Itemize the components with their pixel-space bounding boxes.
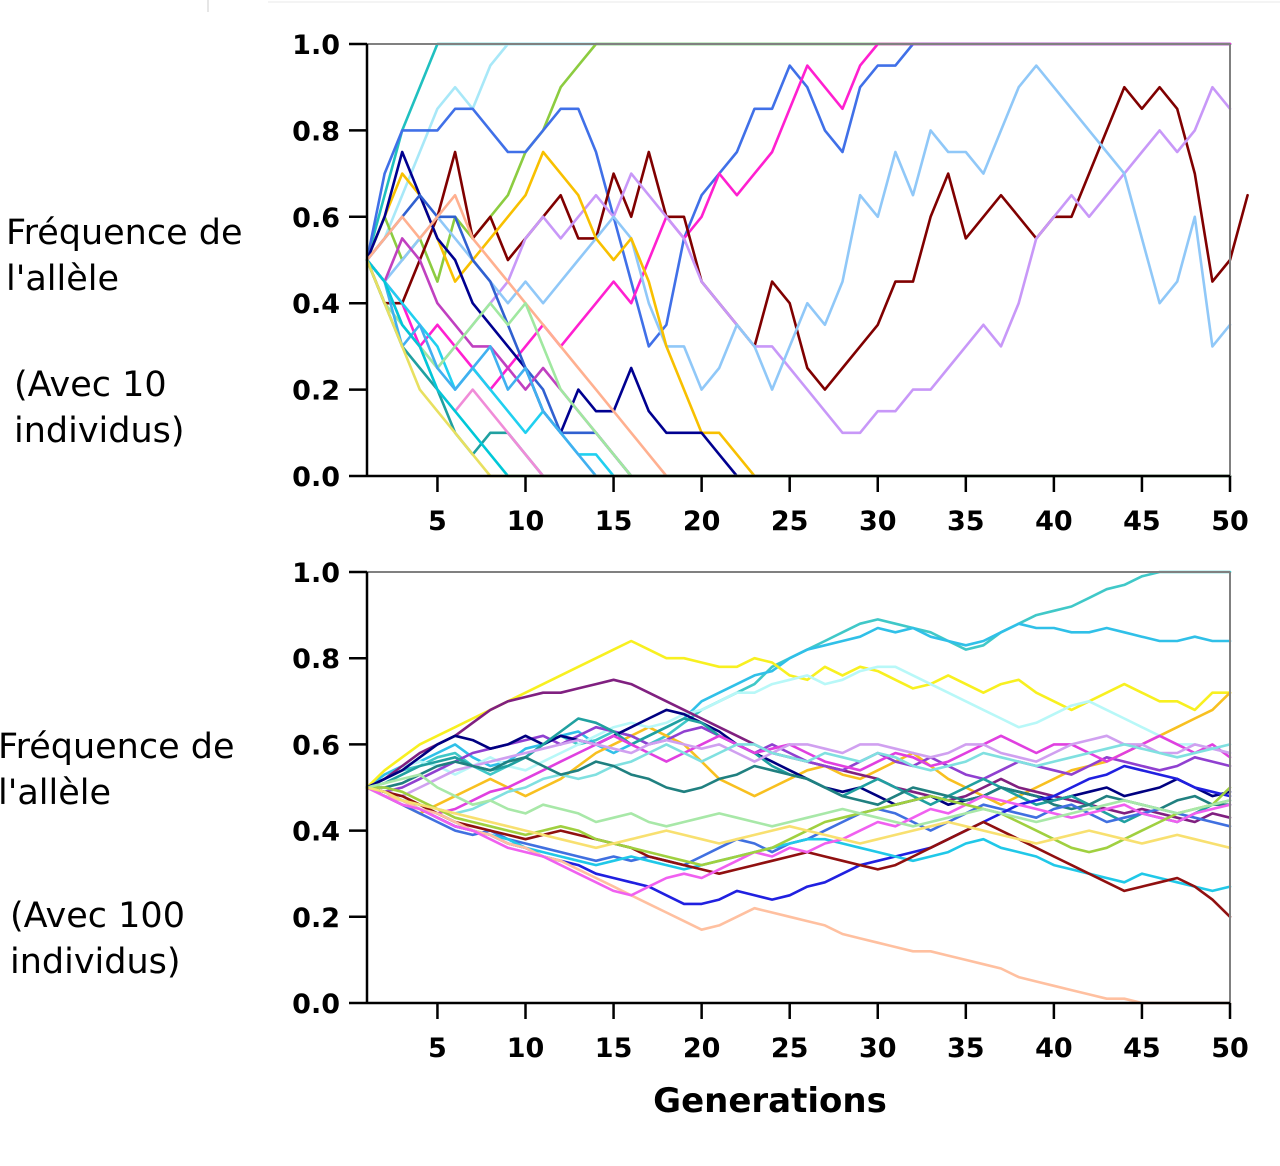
x-tick-label: 20 [683,1033,721,1064]
bottom-y-axis-label-line-2: l'allèle [0,773,112,813]
x-tick-label: 50 [1211,1033,1249,1064]
top-y-axis-label-line-2: l'allèle [6,259,120,299]
x-tick-label: 30 [859,1033,897,1064]
x-tick-label: 50 [1211,506,1249,537]
series-line-1 [365,570,1232,789]
y-tick-label: 0.6 [292,203,340,234]
x-axis-label: Generations [653,1081,887,1121]
top-population-note-line-1: (Avec 10 [14,365,167,405]
axes: 0.0 0.2 0.4 0.6 0.8 1.0 5 10 15 20 25 30 35 40 45 50 [292,558,1249,1064]
x-tick-label: 10 [507,1033,545,1064]
series-line-14 [365,258,1232,478]
x-tick-label: 20 [683,506,721,537]
x-tick-label: 35 [947,506,985,537]
series-line-8 [365,708,1232,807]
chart-panel-100-individuals: 0.0 0.2 0.4 0.6 0.8 1.0 5 10 15 20 25 30 35 40 45 50 [292,558,1249,1064]
y-tick-label: 1.0 [292,558,340,589]
y-tick-label: 0.0 [292,462,340,493]
axes: 0.0 0.2 0.4 0.6 0.8 1.0 5 10 15 20 25 30 35 40 45 50 [292,30,1249,537]
y-tick-label: 0.2 [292,903,340,934]
series-layer [365,570,1232,1005]
x-tick-label: 25 [771,1033,809,1064]
y-tick-label: 1.0 [292,30,340,61]
series-line-10 [365,150,1232,478]
x-tick-label: 5 [428,506,447,537]
chart-panel-10-individuals: 0.0 0.2 0.4 0.6 0.8 1.0 5 10 15 20 25 30 35 40 45 50 [292,30,1249,537]
x-tick-label: 45 [1123,506,1161,537]
x-tick-label: 5 [428,1033,447,1064]
bottom-y-axis-label: Fréquence de l'allèle [0,724,235,816]
top-y-axis-label: Fréquence de l'allèle [6,210,243,302]
top-population-note: (Avec 10 individus) [14,362,185,454]
y-tick-label: 0.8 [292,116,340,147]
series-layer [365,42,1249,478]
y-tick-label: 0.4 [292,817,340,848]
x-tick-label: 15 [595,1033,633,1064]
x-tick-label: 45 [1123,1033,1161,1064]
series-line-19 [365,258,1232,478]
series-line-15 [365,258,1232,478]
x-tick-label: 25 [771,506,809,537]
x-tick-label: 40 [1035,506,1073,537]
series-line-4 [365,691,1232,815]
series-line-11 [365,734,1232,798]
series-line-5 [365,665,1232,789]
bottom-population-note-line-2: individus) [10,942,181,982]
bottom-population-note: (Avec 100 individus) [10,893,185,985]
series-line-10 [365,734,1232,815]
x-tick-label: 30 [859,506,897,537]
series-line-21 [365,773,1232,828]
y-tick-label: 0.0 [292,989,340,1020]
x-tick-label: 35 [947,1033,985,1064]
series-line-13 [365,755,1232,811]
series-line-20 [365,786,1232,867]
series-line-17 [365,258,1232,478]
x-tick-label: 10 [507,506,545,537]
series-line-20 [365,258,1232,478]
bottom-population-note-line-1: (Avec 100 [10,896,185,936]
series-line-7 [365,85,1232,435]
y-tick-label: 0.8 [292,644,340,675]
series-line-16 [365,258,1232,478]
series-line-8 [365,64,1232,391]
y-tick-label: 0.4 [292,289,340,320]
x-tick-label: 40 [1035,1033,1073,1064]
series-line-2 [365,622,1232,789]
series-line-17 [365,786,1232,919]
top-population-note-line-2: individus) [14,411,185,451]
bottom-y-axis-label-line-1: Fréquence de [0,727,235,767]
series-line-22 [365,786,1232,850]
y-tick-label: 0.6 [292,730,340,761]
series-line-13 [365,237,1232,478]
series-line-6 [365,85,1249,391]
top-y-axis-label-line-1: Fréquence de [6,213,243,253]
series-line-12 [365,743,1232,815]
series-line-19 [365,786,1232,897]
series-line-18 [365,786,1232,1005]
series-line-9 [365,150,1232,478]
x-tick-label: 15 [595,506,633,537]
series-line-3 [365,42,1232,283]
y-tick-label: 0.2 [292,376,340,407]
series-line-18 [365,258,1232,478]
